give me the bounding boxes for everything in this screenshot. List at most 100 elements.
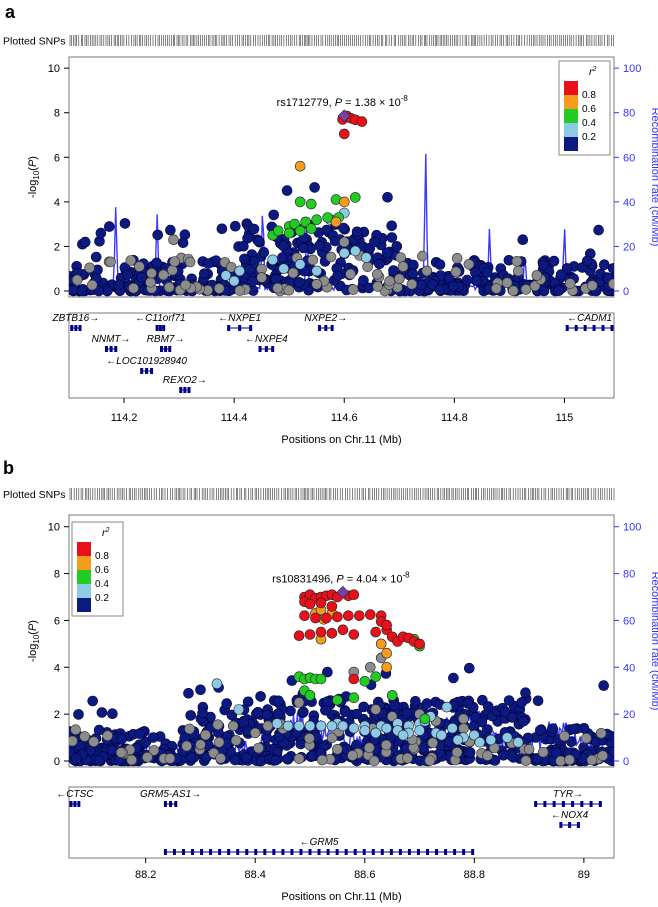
snp-point (122, 269, 133, 281)
snp-point (511, 255, 523, 267)
snp-point (351, 708, 363, 720)
snp-point (314, 240, 325, 252)
snp-point (304, 732, 315, 744)
snp-point (482, 701, 494, 712)
snp-point (146, 267, 157, 279)
snp-point (586, 754, 598, 766)
snp-point (326, 732, 338, 744)
gene-exon (552, 801, 556, 807)
snp-point (326, 720, 338, 732)
snp-group-0.2-0.4 (211, 678, 524, 748)
snp-point (520, 755, 532, 767)
snp-point (134, 261, 145, 272)
snp-point (299, 610, 310, 622)
snp-point (277, 240, 289, 251)
y-tick-label: 0 (54, 756, 60, 768)
snp-point (368, 755, 380, 767)
snp-point (586, 280, 598, 291)
snp-point (386, 690, 398, 701)
x-tick-label: 88.6 (354, 869, 375, 881)
gene-exon (281, 849, 285, 855)
gene-rbm7: RBM7→ (147, 334, 185, 352)
snp-point (304, 690, 316, 701)
gene-exon (335, 849, 339, 855)
snp-point (233, 704, 245, 715)
snp-point (105, 256, 116, 268)
y2-tick-label: 60 (623, 152, 635, 164)
snp-point (307, 254, 319, 266)
snp-point (362, 261, 373, 273)
gene-exon (425, 849, 429, 855)
snp-point (321, 612, 332, 624)
snp-point (282, 720, 294, 732)
x-tick-label: 114.2 (111, 412, 138, 424)
y-tick-label: 6 (54, 152, 60, 164)
gene-nxpe2: NXPE2→ (304, 313, 347, 331)
gene-exon (398, 849, 402, 855)
snp-point (381, 661, 393, 673)
snp-point (516, 697, 528, 708)
gene-exon (73, 801, 77, 807)
lead-snp-marker (337, 109, 351, 123)
snp-point (203, 258, 214, 269)
y2-axis-label: Recombination rate (cM/Mb) (649, 108, 658, 247)
gene-c11orf71: ←C11orf71 (135, 313, 186, 331)
lead-snp-label: rs1712779, P = 1.38 × 10-8 (277, 94, 409, 109)
gene-track-frame (68, 786, 615, 859)
snp-point (315, 626, 327, 638)
snp-point (276, 252, 288, 264)
gene-exon (574, 325, 578, 331)
snp-point (107, 708, 118, 720)
gene-track-frame (68, 312, 615, 399)
snp-point (71, 274, 83, 286)
snp-point (380, 739, 392, 751)
snp-point (559, 730, 570, 742)
snp-point (309, 182, 320, 193)
gene-ctsc: ←CTSC (56, 789, 94, 807)
legend-label: 0.8 (582, 90, 596, 101)
snp-point (364, 609, 376, 620)
snp-point (325, 251, 337, 263)
snp-point (427, 279, 439, 290)
snp-point (136, 271, 147, 283)
snp-point (370, 626, 382, 638)
snp-point (169, 256, 180, 267)
snp-point (116, 733, 127, 745)
snp-point (71, 752, 82, 764)
snp-point (349, 192, 361, 203)
snp-point (424, 755, 436, 766)
legend-label: 0.4 (582, 118, 596, 129)
snp-point (581, 255, 593, 267)
snp-point (270, 754, 281, 766)
gene-exon (140, 368, 144, 374)
gene-exon (164, 346, 168, 352)
snp-point (348, 722, 360, 734)
snp-point (142, 751, 153, 763)
gene-exon (249, 325, 253, 331)
panel-b: b Plotted SNPs 0 2 4 6 8 10 -log10(P) 0 20 40 60 80 10… (3, 458, 658, 903)
snp-point (199, 268, 210, 280)
snp-point (305, 223, 317, 234)
snp-point (607, 263, 614, 274)
snp-point (310, 612, 321, 624)
snp-point (283, 284, 295, 296)
snp-point (463, 258, 475, 270)
snp-point (338, 196, 350, 208)
gene-exon (159, 346, 163, 352)
snp-point (311, 265, 323, 277)
snp-point (167, 264, 178, 276)
snp-point (239, 253, 250, 265)
plotted-snps-ticks (69, 488, 615, 500)
snp-point (360, 252, 372, 263)
snp-point (381, 722, 393, 734)
snp-point (148, 745, 160, 756)
snp-point (397, 729, 409, 741)
gene-exon (104, 346, 108, 352)
gene-label: RBM7→ (147, 334, 185, 345)
x-tick-label: 88.2 (135, 869, 156, 881)
snp-point (375, 638, 387, 650)
snp-point (388, 265, 399, 276)
snp-point (593, 224, 604, 236)
gene-loc101928940: ←LOC101928940 (106, 356, 187, 374)
